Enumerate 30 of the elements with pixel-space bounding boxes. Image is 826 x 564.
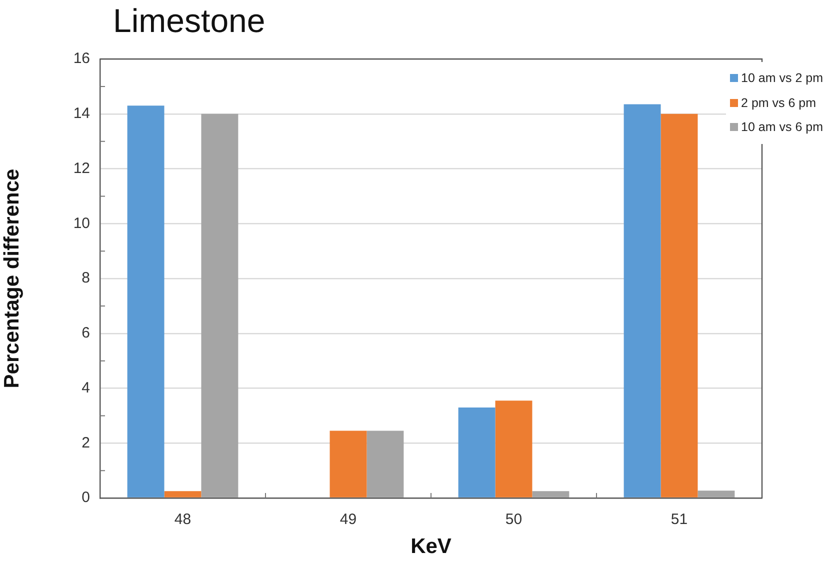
legend-label: 2 pm vs 6 pm <box>741 96 816 110</box>
x-axis-title: KeV <box>410 535 452 558</box>
bar <box>127 106 164 498</box>
x-tick-label: 50 <box>505 511 522 528</box>
y-tick-label: 10 <box>73 214 90 232</box>
y-tick-label: 14 <box>73 105 90 122</box>
y-tick-label: 12 <box>73 160 90 177</box>
bar <box>164 491 202 498</box>
y-tick-label: 8 <box>82 270 90 287</box>
bar <box>532 491 570 498</box>
bar <box>201 114 238 498</box>
x-tick-label: 48 <box>174 511 192 528</box>
bar <box>660 114 698 498</box>
y-tick-label: 16 <box>73 50 90 68</box>
y-tick-label: 0 <box>82 489 90 506</box>
y-tick-label: 2 <box>82 434 90 452</box>
legend-label: 10 am vs 6 pm <box>741 120 823 134</box>
legend-label: 10 am vs 2 pm <box>741 71 823 86</box>
bar <box>458 407 496 498</box>
chart-title: Limestone <box>113 2 266 40</box>
bar <box>624 104 661 498</box>
bar <box>495 400 532 498</box>
bar <box>698 490 735 498</box>
bar <box>330 430 367 498</box>
y-tick-label: 4 <box>82 379 90 396</box>
x-tick-label: 51 <box>670 511 688 528</box>
y-axis-title: Percentage difference <box>0 168 24 388</box>
bar <box>366 430 404 498</box>
x-tick-label: 49 <box>340 511 357 528</box>
y-tick-label: 6 <box>82 324 90 342</box>
